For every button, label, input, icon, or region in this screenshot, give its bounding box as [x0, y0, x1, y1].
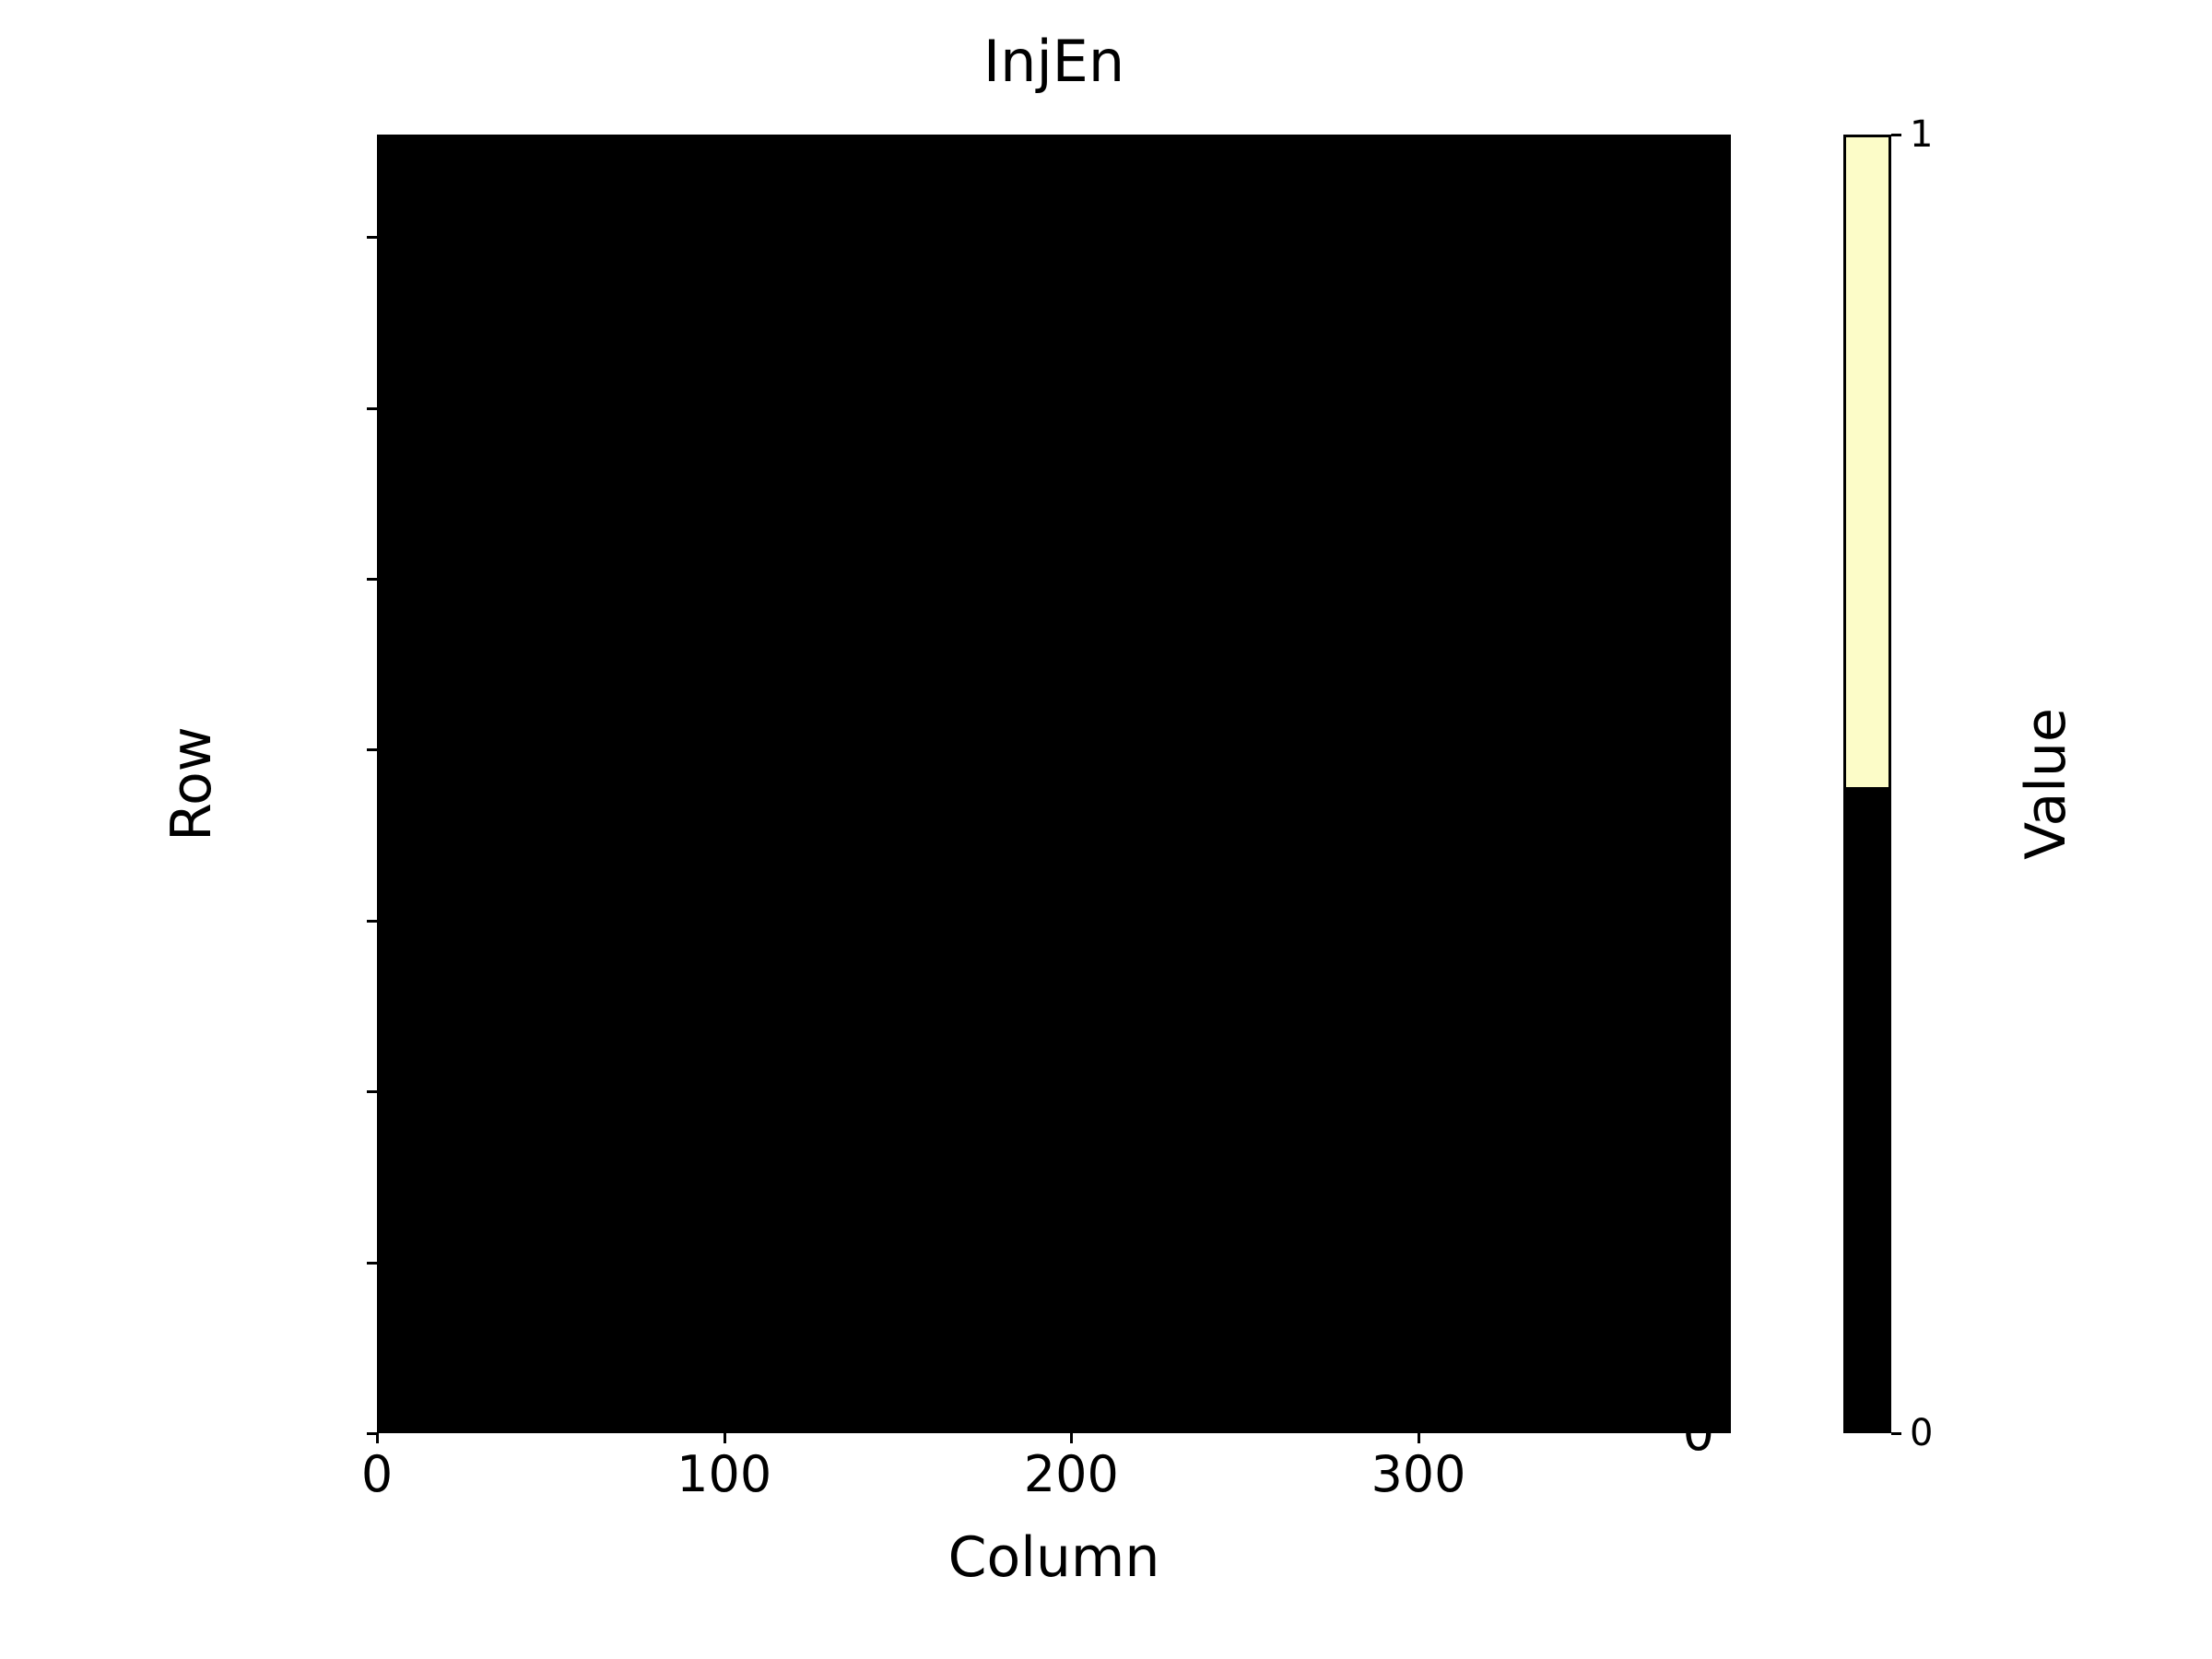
y-tick-mark — [367, 748, 377, 752]
colorbar-label: Value — [2014, 708, 2078, 860]
heatmap-plot-area[interactable] — [377, 135, 1731, 1433]
colorbar-segment — [1846, 786, 1888, 1430]
x-tick-mark — [1418, 1433, 1420, 1443]
colorbar-tick-label: 0 — [1910, 1412, 1934, 1454]
x-tick-mark — [376, 1433, 379, 1443]
heatmap-image — [377, 135, 1731, 1433]
x-axis-label: Column — [947, 1525, 1160, 1590]
colorbar-tick-label: 1 — [1910, 113, 1934, 156]
x-tick-label: 200 — [1023, 1445, 1119, 1503]
x-tick-mark — [723, 1433, 726, 1443]
y-tick-mark — [367, 406, 377, 410]
y-tick-mark — [367, 1090, 377, 1094]
y-axis-label: Row — [159, 726, 224, 841]
colorbar-tick-mark — [1891, 1432, 1901, 1435]
chart-title: InjEn — [982, 28, 1125, 95]
y-tick-mark — [367, 1432, 377, 1435]
y-tick-mark — [367, 1261, 377, 1265]
x-tick-label: 0 — [360, 1445, 394, 1503]
x-tick-mark — [1070, 1433, 1074, 1443]
y-tick-mark — [367, 236, 377, 240]
x-tick-label: 100 — [677, 1445, 772, 1503]
x-tick-label: 300 — [1371, 1445, 1466, 1503]
y-tick-mark — [367, 578, 377, 582]
y-tick-mark — [367, 919, 377, 923]
colorbar-segment — [1846, 137, 1888, 787]
colorbar-tick-mark — [1891, 134, 1901, 136]
colorbar[interactable] — [1843, 135, 1891, 1433]
